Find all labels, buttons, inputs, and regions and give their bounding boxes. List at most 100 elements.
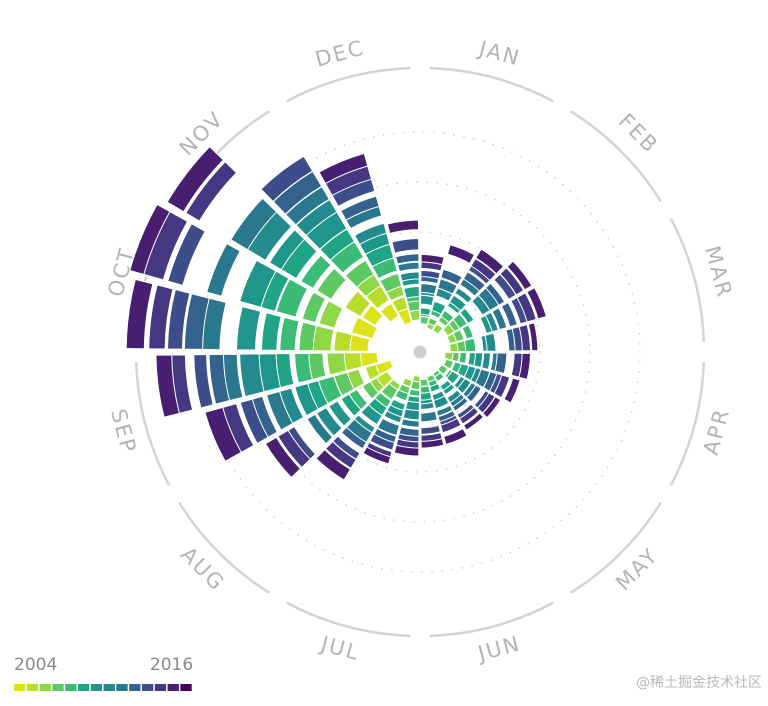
cell-apr-2007 [442, 358, 455, 370]
cell-sep-2016 [204, 406, 242, 463]
cell-jan-2013 [440, 268, 463, 286]
cell-mar-2011 [484, 332, 497, 352]
month-label-jun: JUN [474, 631, 524, 666]
cell-sep-2008 [294, 352, 313, 384]
legend-swatch [65, 684, 77, 691]
cell-dec-2009 [403, 285, 420, 299]
cell-feb-2009 [459, 307, 475, 325]
month-label-dec: DEC [313, 35, 368, 71]
cell-oct-2005 [333, 330, 353, 352]
cell-nov-2015 [185, 161, 238, 222]
cell-jul-2016 [393, 444, 420, 457]
legend-swatch [180, 684, 192, 691]
cell-mar-2015 [518, 324, 532, 352]
cell-feb-2006 [432, 323, 444, 335]
cell-oct-2013 [183, 293, 210, 350]
grid-ring-3 [199, 131, 641, 573]
cell-feb-2011 [454, 287, 473, 304]
legend-start-label: 2004 [14, 655, 57, 675]
cell-aug-2016 [264, 436, 302, 479]
cell-jan-2009 [431, 300, 447, 315]
legend-swatch [52, 684, 64, 691]
month-label-may: MAY [611, 543, 663, 595]
cell-dec-2011 [399, 271, 420, 282]
cell-feb-2015 [499, 267, 525, 296]
cell-aug-2016 [315, 448, 352, 481]
legend-swatch [39, 684, 51, 691]
cell-jan-2007 [419, 316, 430, 326]
cell-sep-2016 [155, 354, 181, 418]
cell-feb-2008 [452, 312, 468, 330]
cell-may-2011 [456, 377, 472, 395]
cell-oct-2016 [125, 278, 154, 350]
cell-apr-2007 [451, 351, 460, 363]
cell-may-2009 [445, 370, 461, 385]
cell-sep-2011 [239, 353, 265, 398]
month-ring-arc [669, 361, 706, 486]
cell-nov-2011 [295, 198, 338, 237]
cell-jan-2016 [420, 253, 445, 266]
cell-jun-2016 [443, 427, 468, 446]
cell-may-2016 [462, 412, 485, 431]
month-ring-arc [429, 66, 554, 103]
legend-swatch [142, 684, 154, 691]
legend-end-label: 2016 [150, 655, 193, 675]
watermark: @稀土掘金技术社区 [636, 675, 762, 691]
cell-jun-2011 [420, 401, 435, 411]
cell-jan-2009 [419, 307, 432, 316]
cell-feb-2016 [475, 248, 505, 275]
cell-jul-2006 [401, 377, 413, 388]
cell-nov-2012 [230, 197, 278, 251]
month-ring-arc [569, 501, 662, 594]
cell-jul-2012 [400, 418, 420, 428]
cell-oct-2004 [350, 316, 378, 340]
cell-aug-2010 [360, 404, 384, 426]
cell-oct-2008 [279, 316, 300, 352]
cell-nov-2010 [268, 229, 306, 271]
cell-sep-2010 [294, 382, 319, 417]
month-label-sep: SEP [106, 406, 141, 456]
month-ring-arc [178, 501, 271, 594]
cell-sep-2013 [208, 353, 231, 405]
cell-oct-2014 [166, 288, 191, 350]
cell-jul-2007 [410, 380, 421, 390]
cell-dec-2007 [379, 272, 403, 294]
cell-jul-2011 [383, 410, 403, 424]
cell-aug-2009 [340, 393, 362, 417]
cell-oct-2010 [239, 259, 277, 308]
cell-dec-2016 [386, 219, 420, 235]
cell-jul-2012 [376, 417, 400, 437]
cell-mar-2007 [452, 328, 465, 343]
cell-apr-2016 [518, 352, 532, 380]
cell-sep-2014 [193, 354, 214, 409]
cell-jan-2016 [446, 244, 476, 265]
grid-ring-0 [349, 281, 491, 423]
cell-may-2013 [451, 396, 469, 412]
legend-swatch [78, 684, 90, 691]
cell-dec-2005 [391, 296, 409, 314]
cell-mar-2016 [526, 287, 548, 320]
month-label-jul: JUL [317, 631, 363, 665]
cell-jun-2012 [435, 404, 454, 417]
month-ring-arc [134, 361, 171, 486]
cell-aug-2011 [315, 406, 343, 437]
cell-may-2008 [434, 372, 445, 383]
cell-sep-2005 [364, 363, 381, 381]
cell-oct-2009 [260, 312, 282, 351]
cell-jun-2009 [429, 382, 442, 393]
cell-dec-2013 [340, 195, 380, 221]
cell-dec-2012 [397, 261, 420, 273]
cell-dec-2013 [395, 253, 420, 265]
cell-feb-2008 [440, 309, 455, 324]
cell-sep-2014 [239, 398, 269, 445]
cell-nov-2008 [300, 254, 332, 290]
cell-oct-2007 [298, 321, 318, 352]
month-ring-arc [429, 601, 554, 638]
cell-jun-2011 [433, 395, 450, 410]
grid-ring-2 [249, 181, 591, 523]
legend-swatch [103, 684, 115, 691]
cell-may-2016 [481, 396, 502, 419]
cell-apr-2015 [493, 374, 511, 399]
legend-swatch [129, 684, 141, 691]
